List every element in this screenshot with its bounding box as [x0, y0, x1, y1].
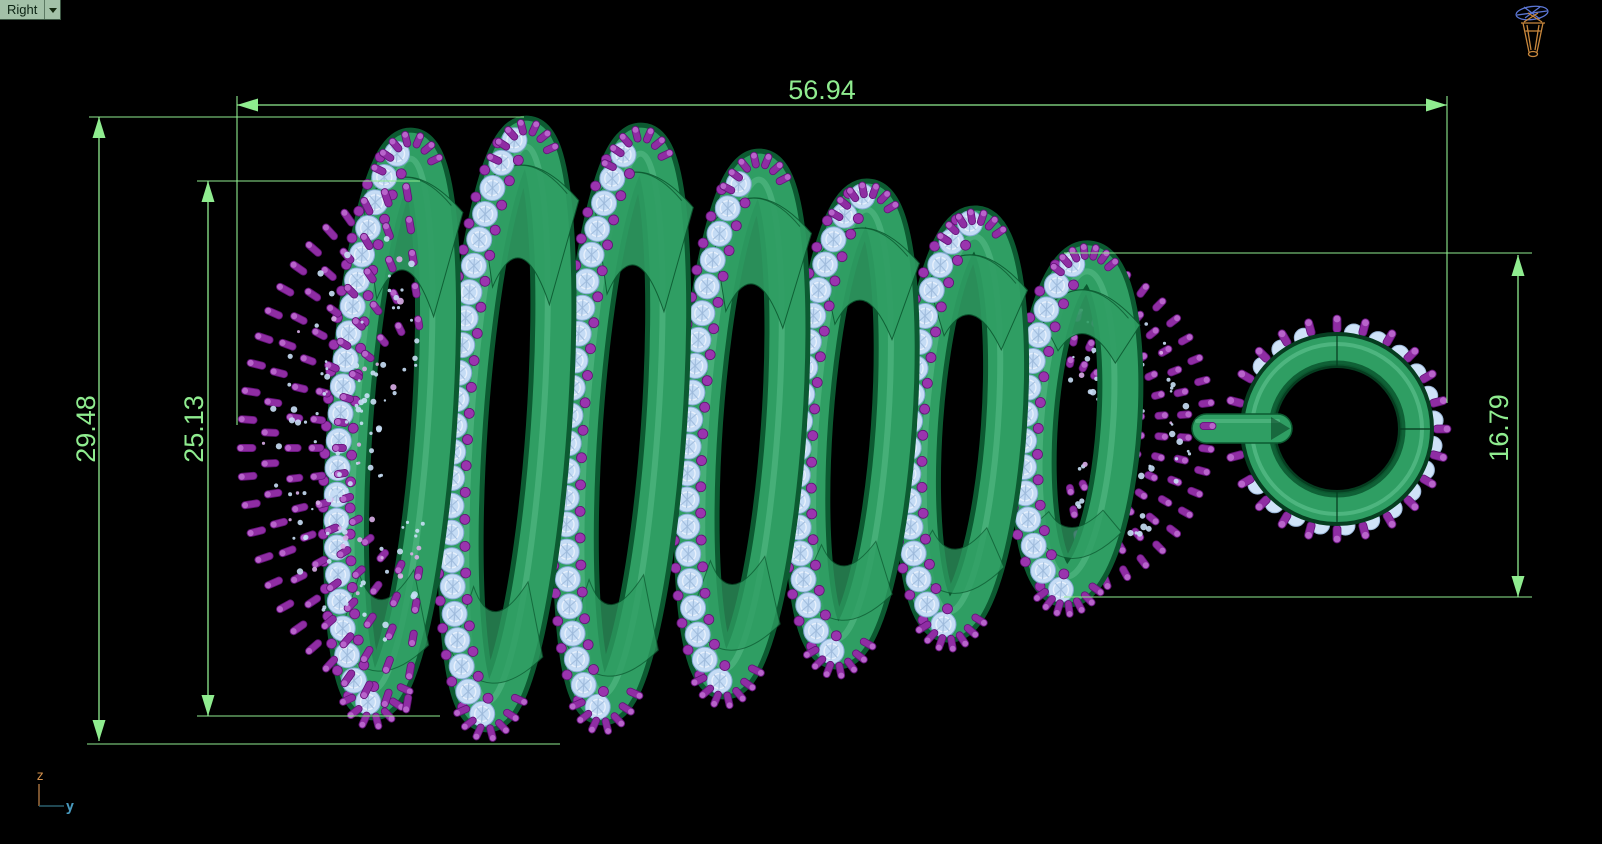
viewport-title: Right — [7, 2, 38, 17]
dimension-height-outer-value[interactable]: 29.48 — [71, 395, 101, 463]
axis-y-label: y — [66, 799, 75, 815]
dimension-labels[interactable]: 56.94 29.48 25.13 16.79 — [71, 75, 1514, 463]
viewport-menu-button[interactable] — [45, 0, 60, 19]
axis-z-label: z — [36, 769, 44, 784]
coil[interactable] — [876, 204, 1033, 657]
viewport-title-divider — [44, 0, 46, 19]
coil[interactable] — [415, 114, 585, 746]
dimension[interactable] — [197, 180, 440, 717]
dimension[interactable] — [236, 96, 1448, 425]
dimension[interactable] — [87, 116, 560, 745]
coil[interactable] — [764, 177, 925, 683]
bail-pin[interactable] — [1191, 413, 1293, 444]
dimension-height-inner-value[interactable]: 25.13 — [179, 395, 209, 463]
dimension-height-right-value[interactable]: 16.79 — [1484, 394, 1514, 462]
coil[interactable] — [300, 126, 468, 734]
dimension-annotations[interactable] — [87, 96, 1532, 745]
jewelry-model[interactable] — [236, 114, 1452, 746]
chevron-down-icon — [48, 7, 57, 17]
scene-object-ring-wireframe-icon[interactable] — [1515, 5, 1549, 58]
viewport-title-tab[interactable]: Right — [0, 0, 62, 20]
pave-dome-left[interactable] — [236, 182, 425, 714]
coil[interactable] — [652, 147, 817, 713]
dimension-width-value[interactable]: 56.94 — [788, 75, 856, 105]
axis-gizmo: z y — [36, 769, 75, 815]
dimension[interactable] — [1064, 252, 1532, 598]
coil[interactable] — [993, 238, 1145, 621]
coil[interactable] — [530, 121, 699, 739]
